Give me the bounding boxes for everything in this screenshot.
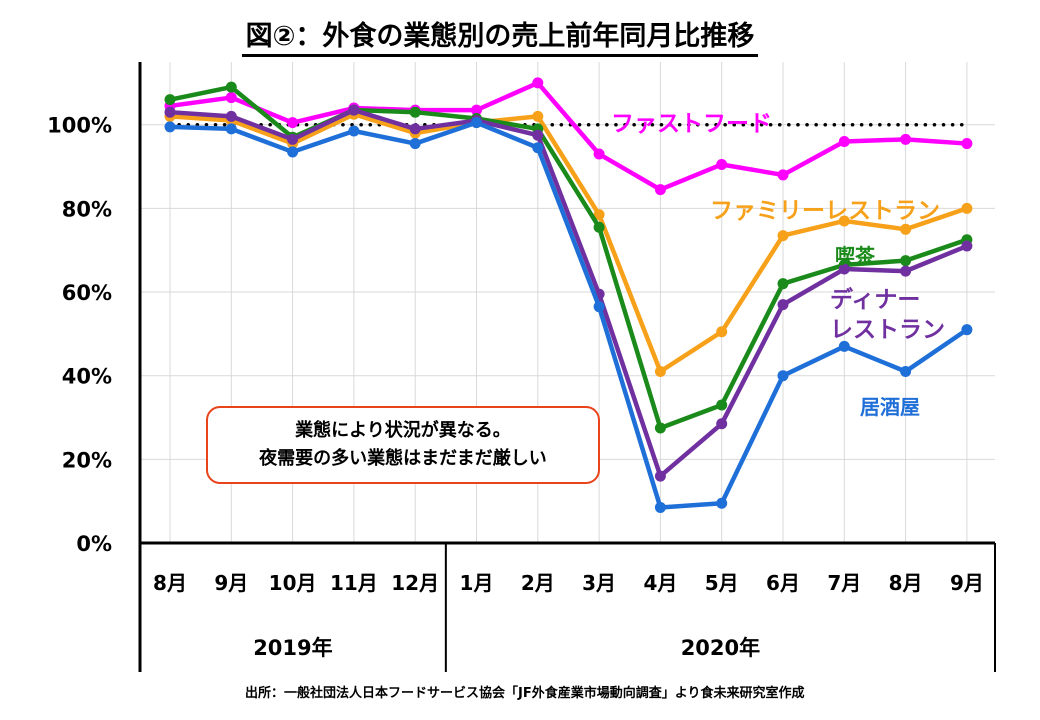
x-tick-label: 12月 [391, 571, 439, 595]
chart-title-text: 図②：外食の業態別の売上前年同月比推移 [241, 21, 759, 57]
x-tick-label: 6月 [766, 571, 800, 595]
series-label: ディナー [830, 286, 920, 313]
data-point [777, 278, 789, 290]
data-point [409, 106, 421, 118]
y-tick-label: 80% [62, 197, 112, 221]
data-point [716, 418, 728, 430]
data-point [225, 92, 237, 104]
data-point [287, 133, 299, 145]
source-note: 出所：一般社団法人日本フードサービス協会「JF外食産業市場動向調査」より食未来研… [245, 686, 805, 701]
data-point [716, 326, 728, 338]
data-point [593, 148, 605, 160]
data-point [225, 81, 237, 93]
data-point [287, 146, 299, 158]
x-tick-label: 10月 [269, 571, 317, 595]
data-point [348, 125, 360, 137]
y-tick-label: 40% [62, 365, 112, 389]
data-point [900, 133, 912, 145]
data-point [409, 123, 421, 135]
data-point [654, 470, 666, 482]
data-point [593, 209, 605, 221]
y-tick-label: 60% [62, 281, 112, 305]
data-point [409, 138, 421, 150]
series-line [167, 107, 970, 479]
data-point [593, 301, 605, 313]
x-tick-label: 1月 [460, 571, 494, 595]
x-tick-label: 4月 [643, 571, 677, 595]
data-point [961, 240, 973, 252]
data-point [654, 366, 666, 378]
data-point [532, 77, 544, 89]
data-point [900, 255, 912, 267]
data-point [225, 123, 237, 135]
x-tick-label: 5月 [705, 571, 739, 595]
data-point [900, 366, 912, 378]
series-line [167, 120, 970, 510]
series-label: 喫茶 [835, 244, 876, 268]
data-point [654, 422, 666, 434]
data-point [777, 169, 789, 181]
data-point [532, 129, 544, 141]
data-point [164, 106, 176, 118]
data-point [532, 110, 544, 122]
x-tick-label: 9月 [214, 571, 248, 595]
x-tick-label: 8月 [889, 571, 923, 595]
data-point [838, 135, 850, 147]
series-label: ファストフード [611, 111, 772, 137]
data-point [961, 202, 973, 214]
data-point [164, 94, 176, 106]
data-point [961, 324, 973, 336]
x-tick-label: 7月 [827, 571, 861, 595]
data-point [777, 370, 789, 382]
x-tick-label: 11月 [330, 571, 378, 595]
data-point [654, 501, 666, 513]
data-point [471, 104, 482, 116]
data-point [838, 340, 850, 352]
data-point [348, 104, 360, 116]
data-point [471, 117, 482, 129]
y-tick-label: 20% [62, 448, 112, 472]
chart-title: 図②：外食の業態別の売上前年同月比推移 [0, 14, 1000, 57]
series-label: ファミリーレストラン [710, 198, 940, 224]
series-line [167, 80, 970, 192]
series-line [167, 112, 970, 374]
year-label: 2019年 [253, 636, 332, 660]
data-point [654, 184, 666, 196]
x-tick-label: 3月 [582, 571, 616, 595]
year-label: 2020年 [681, 636, 760, 660]
x-tick-label: 2月 [521, 571, 555, 595]
data-point [777, 299, 789, 311]
data-point [900, 265, 912, 277]
data-point [593, 221, 605, 233]
y-tick-label: 0% [76, 532, 112, 556]
data-point [287, 117, 299, 129]
data-point [838, 263, 850, 275]
data-point [716, 158, 728, 170]
data-point [900, 223, 912, 235]
data-point [532, 142, 544, 154]
data-point [838, 215, 850, 227]
series-label: レストラン [830, 317, 945, 343]
x-tick-label: 9月 [950, 571, 984, 595]
y-tick-label: 100% [47, 114, 112, 138]
x-tick-label: 8月 [153, 571, 187, 595]
data-point [716, 497, 728, 509]
callout-line-1: 業態により状況が異なる。 [295, 420, 511, 441]
data-point [164, 121, 176, 133]
callout-box: 業態により状況が異なる。 夜需要の多い業態はまだまだ厳しい [206, 406, 600, 484]
data-point [716, 399, 728, 411]
data-point [777, 230, 789, 242]
data-point [225, 110, 237, 122]
data-point [961, 138, 973, 150]
series-label: 居酒屋 [860, 395, 920, 419]
callout-line-2: 夜需要の多い業態はまだまだ厳しい [259, 448, 547, 469]
